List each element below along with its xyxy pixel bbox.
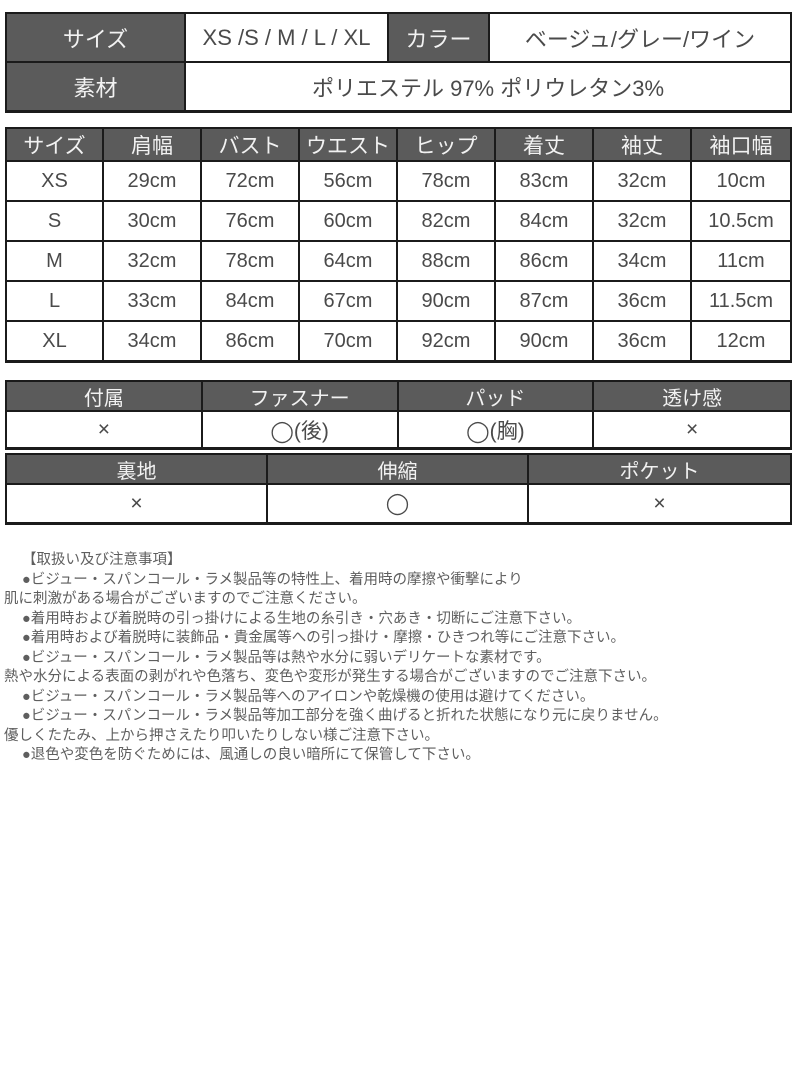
measurement-cell: 12cm: [692, 322, 790, 360]
feature-value-cell: ×: [7, 412, 203, 447]
measurement-cell: 60cm: [300, 202, 398, 240]
table-row: × ◯(後) ◯(胸) ×: [7, 412, 790, 447]
feature-value-cell: ×: [529, 485, 790, 522]
size-chart-table: サイズ 肩幅 バスト ウエスト ヒップ 着丈 袖丈 袖口幅 XS 29cm 72cm 56cm 78cm…: [5, 127, 792, 363]
size-label-cell: S: [7, 202, 104, 240]
column-header-cell: ウエスト: [300, 129, 398, 160]
feature-value-cell: ×: [7, 485, 268, 522]
measurement-cell: 34cm: [594, 242, 692, 280]
care-note-line: ●ビジュー・スパンコール・ラメ製品等加工部分を強く曲げると折れた状態になり元に戻…: [22, 708, 668, 724]
value-cell: ベージュ/グレー/ワイン: [490, 14, 790, 61]
feature-value-cell: ◯(胸): [398, 412, 595, 447]
table-row: XL 34cm 86cm 70cm 92cm 90cm 36cm 12cm: [7, 322, 790, 360]
column-header-cell: バスト: [202, 129, 300, 160]
size-label-cell: XL: [7, 322, 104, 360]
measurement-cell: 11cm: [692, 242, 790, 280]
care-note-line: ●ビジュー・スパンコール・ラメ製品等へのアイロンや乾燥機の使用は避けてください。: [22, 688, 595, 705]
measurement-cell: 56cm: [300, 162, 398, 200]
measurement-cell: 36cm: [594, 282, 692, 320]
care-note-line: 優しくたたみ、上から押さえたり叩いたりしない様ご注意下さい。: [4, 727, 439, 744]
measurement-cell: 78cm: [398, 162, 496, 200]
care-note-line: ●ビジュー・スパンコール・ラメ製品等の特性上、着用時の摩擦や衝撃により: [22, 571, 523, 588]
features-table-2: 裏地 伸縮 ポケット × ◯ ×: [5, 453, 792, 525]
care-note-line: ●着用時および着脱時に装飾品・貴金属等への引っ掛け・摩擦・ひきつれ等にご注意下さ…: [22, 630, 625, 646]
measurement-cell: 33cm: [104, 282, 202, 320]
measurement-cell: 32cm: [104, 242, 202, 280]
care-note-line: 肌に刺激がある場合がございますのでご注意ください。: [4, 591, 367, 607]
table-row: 付属 ファスナー パッド 透け感: [7, 382, 790, 412]
table-row: M 32cm 78cm 64cm 88cm 86cm 34cm 11cm: [7, 242, 790, 282]
header-cell: 素材: [7, 63, 186, 110]
column-header-cell: ファスナー: [202, 382, 399, 410]
measurement-cell: 76cm: [202, 202, 300, 240]
size-label-cell: M: [7, 242, 104, 280]
table-row: 素材 ポリエステル 97% ポリウレタン3%: [7, 63, 790, 110]
measurement-cell: 78cm: [202, 242, 300, 280]
table-row: サイズ 肩幅 バスト ウエスト ヒップ 着丈 袖丈 袖口幅: [7, 129, 790, 162]
header-cell: サイズ: [7, 14, 186, 61]
measurement-cell: 64cm: [300, 242, 398, 280]
value-cell: ポリエステル 97% ポリウレタン3%: [186, 63, 790, 110]
feature-value-cell: ◯(後): [202, 412, 399, 447]
column-header-cell: 透け感: [594, 382, 790, 410]
column-header-cell: 伸縮: [268, 455, 529, 483]
measurement-cell: 86cm: [496, 242, 594, 280]
measurement-cell: 30cm: [104, 202, 202, 240]
measurement-cell: 70cm: [300, 322, 398, 360]
care-notes-heading: 【取扱い及び注意事項】: [22, 552, 182, 568]
measurement-cell: 82cm: [398, 202, 496, 240]
table-row: XS 29cm 72cm 56cm 78cm 83cm 32cm 10cm: [7, 162, 790, 202]
measurement-cell: 86cm: [202, 322, 300, 360]
care-note-line: ●着用時および着脱時の引っ掛けによる生地の糸引き・穴あき・切断にご注意下さい。: [22, 610, 582, 627]
measurement-cell: 34cm: [104, 322, 202, 360]
column-header-cell: ポケット: [529, 455, 790, 483]
column-header-cell: パッド: [398, 382, 595, 410]
measurement-cell: 67cm: [300, 282, 398, 320]
column-header-cell: 裏地: [7, 455, 268, 483]
measurement-cell: 10cm: [692, 162, 790, 200]
measurement-cell: 32cm: [594, 162, 692, 200]
info-table: サイズ XS /S / M / L / XL カラー ベージュ/グレー/ワイン 素材 ポリ…: [5, 12, 792, 113]
measurement-cell: 90cm: [496, 322, 594, 360]
column-header-cell: 付属: [7, 382, 203, 410]
measurement-cell: 92cm: [398, 322, 496, 360]
table-row: L 33cm 84cm 67cm 90cm 87cm 36cm 11.5cm: [7, 282, 790, 322]
table-row: S 30cm 76cm 60cm 82cm 84cm 32cm 10.5cm: [7, 202, 790, 242]
column-header-cell: 袖丈: [594, 129, 692, 160]
care-note-line: ●ビジュー・スパンコール・ラメ製品等は熱や水分に弱いデリケートな素材です。: [22, 649, 551, 666]
measurement-cell: 11.5cm: [692, 282, 790, 320]
care-notes: 【取扱い及び注意事項】 ●ビジュー・スパンコール・ラメ製品等の特性上、着用時の摩…: [4, 551, 794, 766]
measurement-cell: 84cm: [202, 282, 300, 320]
value-cell: XS /S / M / L / XL: [186, 14, 389, 61]
table-row: 裏地 伸縮 ポケット: [7, 455, 790, 485]
header-cell: カラー: [389, 14, 490, 61]
table-row: サイズ XS /S / M / L / XL カラー ベージュ/グレー/ワイン: [7, 14, 790, 63]
column-header-cell: 着丈: [496, 129, 594, 160]
measurement-cell: 87cm: [496, 282, 594, 320]
measurement-cell: 88cm: [398, 242, 496, 280]
measurement-cell: 83cm: [496, 162, 594, 200]
measurement-cell: 29cm: [104, 162, 202, 200]
size-label-cell: XS: [7, 162, 104, 200]
care-note-line: 熱や水分による表面の剥がれや色落ち、変色や変形が発生する場合がございますのでご注…: [4, 669, 657, 685]
column-header-cell: サイズ: [7, 129, 104, 160]
table-row: × ◯ ×: [7, 485, 790, 522]
column-header-cell: 袖口幅: [692, 129, 790, 160]
measurement-cell: 72cm: [202, 162, 300, 200]
feature-value-cell: ×: [594, 412, 790, 447]
column-header-cell: ヒップ: [398, 129, 496, 160]
size-label-cell: L: [7, 282, 104, 320]
feature-value-cell: ◯: [268, 485, 529, 522]
measurement-cell: 32cm: [594, 202, 692, 240]
features-table-1: 付属 ファスナー パッド 透け感 × ◯(後) ◯(胸) ×: [5, 380, 792, 450]
care-note-line: ●退色や変色を防ぐためには、風通しの良い暗所にて保管して下さい。: [22, 747, 480, 763]
measurement-cell: 36cm: [594, 322, 692, 360]
measurement-cell: 10.5cm: [692, 202, 790, 240]
column-header-cell: 肩幅: [104, 129, 202, 160]
measurement-cell: 84cm: [496, 202, 594, 240]
measurement-cell: 90cm: [398, 282, 496, 320]
